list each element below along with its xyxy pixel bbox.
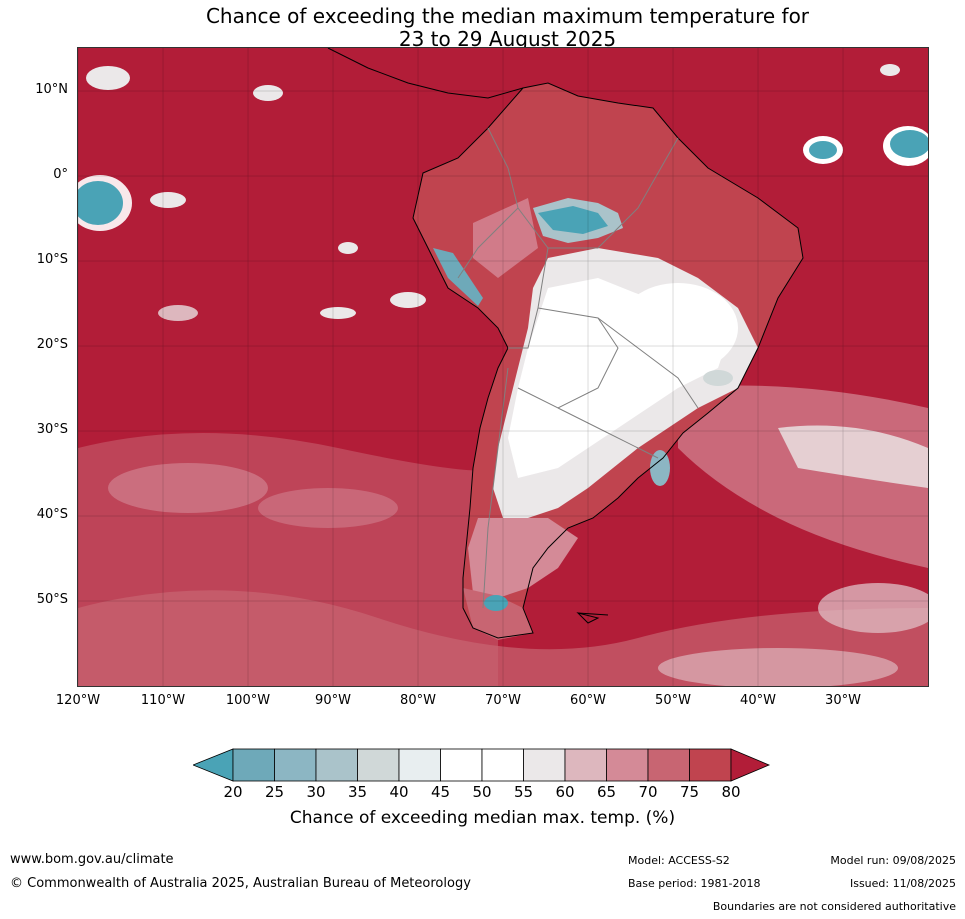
- lon-label-120w: 120°W: [55, 693, 101, 708]
- south-america-continent: [413, 83, 803, 640]
- lon-label-90w: 90°W: [315, 693, 351, 708]
- map-canvas: [78, 48, 928, 686]
- lat-label-20s: 20°S: [36, 337, 68, 352]
- colorbar-label: Chance of exceeding median max. temp. (%…: [289, 808, 676, 828]
- lon-label-40w: 40°W: [740, 693, 776, 708]
- colorbar-extend-low: [191, 748, 234, 782]
- colorbar-tick-label: 60: [555, 783, 575, 801]
- map-title: Chance of exceeding the median maximum t…: [0, 5, 965, 51]
- lon-label-70w: 70°W: [485, 693, 521, 708]
- colorbar-swatch: [232, 748, 275, 782]
- colorbar-swatch: [315, 748, 358, 782]
- coastlines: [327, 48, 804, 639]
- issued-text: Issued: 11/08/2025: [849, 877, 956, 890]
- colorbar-tick-label: 70: [638, 783, 658, 801]
- boundaries-note: Boundaries are not considered authoritat…: [712, 900, 956, 913]
- lon-label-50w: 50°W: [655, 693, 691, 708]
- colorbar-swatch: [481, 748, 524, 782]
- title-line-1: Chance of exceeding the median maximum t…: [205, 4, 810, 28]
- website-text: www.bom.gov.au/climate: [10, 852, 174, 867]
- lat-label-0: 0°: [53, 167, 68, 182]
- colorbar-tick-label: 50: [472, 783, 492, 801]
- title-line-2: 23 to 29 August 2025: [398, 27, 617, 51]
- colorbar-swatches: [191, 748, 771, 782]
- colorbar-swatch: [564, 748, 607, 782]
- colorbar-swatch: [398, 748, 441, 782]
- colorbar-extend-high: [730, 748, 771, 782]
- colorbar-tick-label: 30: [306, 783, 326, 801]
- lat-label-50s: 50°S: [36, 592, 68, 607]
- colorbar-swatch: [689, 748, 732, 782]
- lon-label-30w: 30°W: [825, 693, 861, 708]
- colorbar-tick-label: 55: [513, 783, 534, 801]
- probability-map: [77, 47, 929, 687]
- graticule: [78, 48, 928, 686]
- lon-label-110w: 110°W: [140, 693, 186, 708]
- colorbar-swatch: [440, 748, 483, 782]
- colorbar-swatch: [647, 748, 690, 782]
- colorbar-tick-label: 40: [389, 783, 409, 801]
- lat-label-30s: 30°S: [36, 422, 68, 437]
- colorbar-tick-label: 20: [223, 783, 243, 801]
- southern-pattern: [78, 385, 928, 686]
- colorbar-swatch: [357, 748, 400, 782]
- lon-label-60w: 60°W: [570, 693, 606, 708]
- model-run-text: Model run: 09/08/2025: [830, 854, 956, 867]
- ocean-anomaly-blobs: [78, 64, 928, 321]
- model-text: Model: ACCESS-S2: [628, 854, 730, 867]
- colorbar-swatch: [523, 748, 566, 782]
- lon-label-80w: 80°W: [400, 693, 436, 708]
- country-borders: [457, 127, 699, 609]
- lon-label-100w: 100°W: [225, 693, 271, 708]
- colorbar-tick-label: 25: [264, 783, 285, 801]
- colorbar-tick-label: 75: [679, 783, 700, 801]
- colorbar-tick-label: 45: [430, 783, 451, 801]
- base-period-text: Base period: 1981-2018: [628, 877, 761, 890]
- colorbar-swatch: [606, 748, 649, 782]
- colorbar-swatch: [274, 748, 317, 782]
- lat-label-10n: 10°N: [35, 82, 68, 97]
- lat-label-10s: 10°S: [36, 252, 68, 267]
- colorbar-tick-label: 65: [596, 783, 617, 801]
- copyright-text: © Commonwealth of Australia 2025, Austra…: [10, 876, 471, 891]
- colorbar-tick-label: 35: [347, 783, 368, 801]
- colorbar: [191, 748, 773, 786]
- lat-label-40s: 40°S: [36, 507, 68, 522]
- colorbar-tick-label: 80: [721, 783, 741, 801]
